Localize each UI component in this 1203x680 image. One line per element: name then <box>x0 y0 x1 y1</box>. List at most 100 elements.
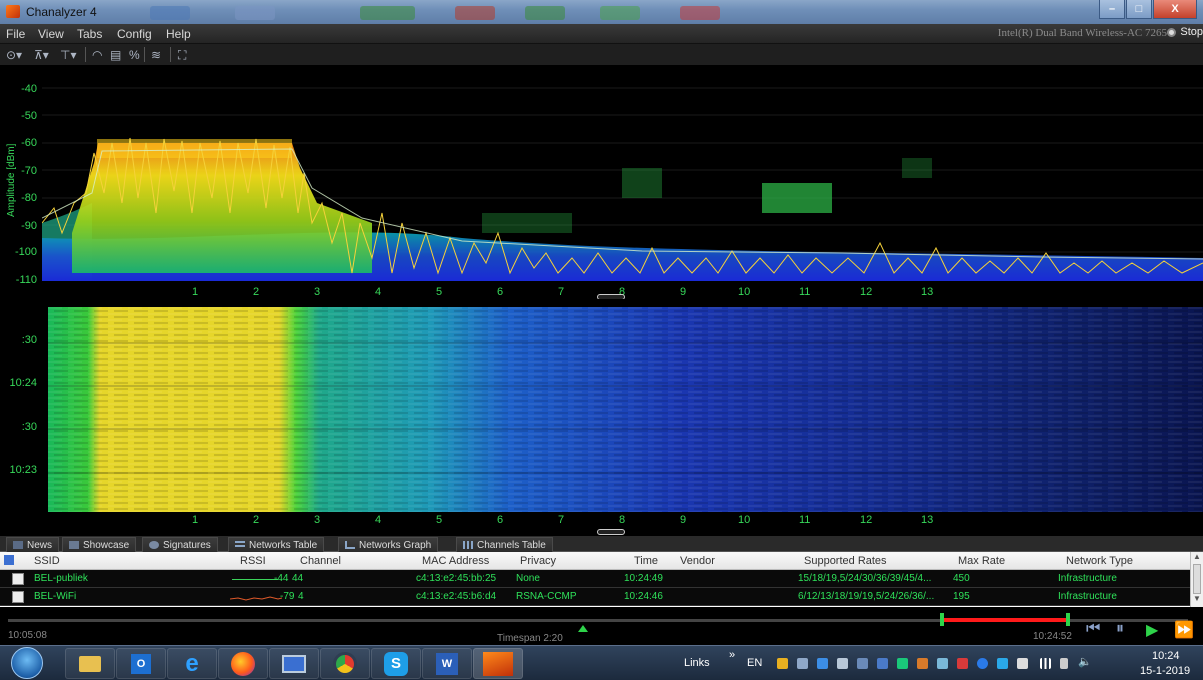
table-row[interactable]: BEL-publiek -44 44 c4:13:e2:45:bb:25 Non… <box>0 570 1190 588</box>
pane-splitter-handle[interactable] <box>597 529 625 535</box>
tray-app-icon[interactable] <box>877 658 888 669</box>
timespan-up-icon[interactable] <box>578 625 588 632</box>
taskbar-firefox[interactable] <box>218 648 268 679</box>
y-tick: -80 <box>21 192 37 204</box>
bluetooth-icon[interactable] <box>977 658 988 669</box>
skip-back-icon[interactable]: ⏮ <box>1086 620 1101 637</box>
channel-tick: 1 <box>192 286 199 298</box>
tray-app-icon[interactable] <box>917 658 928 669</box>
taskbar-remote-desktop[interactable] <box>269 648 319 679</box>
channel-tick: 8 <box>619 514 626 526</box>
cell-max-rate: 450 <box>953 573 970 584</box>
menu-help[interactable]: Help <box>166 27 191 41</box>
spectrum-plot <box>42 87 1203 281</box>
y-tick: -100 <box>14 246 37 258</box>
wifi-icon[interactable]: ≋ <box>151 48 162 62</box>
taskbar-word[interactable]: W <box>422 648 472 679</box>
language-indicator[interactable]: EN <box>747 657 763 669</box>
menu-tabs[interactable]: Tabs <box>77 27 103 41</box>
start-button[interactable] <box>11 647 43 679</box>
maximize-button[interactable]: □ <box>1126 0 1152 19</box>
tab-label: News <box>27 539 53 551</box>
select-all-icon[interactable] <box>4 555 14 565</box>
column-mac[interactable]: MAC Address <box>422 555 490 567</box>
tab-networks-table[interactable]: Networks Table <box>228 537 325 552</box>
timeline-selection[interactable] <box>943 618 1068 622</box>
tab-networks-graph[interactable]: Networks Graph <box>338 537 439 552</box>
timeline-start-handle[interactable] <box>940 613 944 626</box>
column-vendor[interactable]: Vendor <box>680 555 715 567</box>
menu-config[interactable]: Config <box>117 27 152 41</box>
gauge-icon[interactable]: ◠ <box>92 48 103 62</box>
table-row[interactable]: BEL-WiFi -79 4 c4:13:e2:45:b6:d4 RSNA-CC… <box>0 588 1190 606</box>
fullscreen-icon[interactable]: ⛶ <box>178 48 187 62</box>
waterfall-view[interactable]: :30 10:24 :30 10:23 <box>0 299 1203 535</box>
tray-app-icon[interactable] <box>837 658 848 669</box>
tab-news[interactable]: News <box>6 537 60 552</box>
cell-privacy: None <box>516 573 540 584</box>
taskbar-chrome[interactable] <box>320 648 370 679</box>
column-rssi[interactable]: RSSI <box>240 555 266 567</box>
timeline-end-handle[interactable] <box>1066 613 1070 626</box>
clock-dropdown-icon[interactable]: ⊙▾ <box>6 48 23 62</box>
timeline-navigator[interactable]: 10:05:08 10:24:52 Timespan 2:20 ⏮ ⏸ ▶ ⏩ <box>0 607 1203 645</box>
column-max-rate[interactable]: Max Rate <box>958 555 1006 567</box>
fast-forward-icon[interactable]: ⏩ <box>1174 622 1194 639</box>
remote-desktop-icon <box>282 654 306 673</box>
volume-icon[interactable]: 🔈 <box>1078 656 1092 668</box>
scroll-thumb[interactable] <box>1193 564 1201 594</box>
table-scrollbar[interactable]: ▲ ▼ <box>1190 552 1203 607</box>
tray-app-icon[interactable] <box>937 658 948 669</box>
stop-button[interactable]: Stop <box>1167 26 1203 38</box>
menu-bar: File View Tabs Config Help Intel(R) Dual… <box>0 24 1203 44</box>
signal-icon[interactable] <box>1040 658 1051 669</box>
shield-icon[interactable] <box>777 658 788 669</box>
scroll-down-icon[interactable]: ▼ <box>1193 594 1201 603</box>
menu-view[interactable]: View <box>38 27 64 41</box>
close-button[interactable]: X <box>1153 0 1197 19</box>
channel-tick: 6 <box>497 514 504 526</box>
taskbar-internet-explorer[interactable]: e <box>167 648 217 679</box>
column-supported-rates[interactable]: Supported Rates <box>804 555 887 567</box>
taskbar-outlook[interactable]: O <box>116 648 166 679</box>
column-channel[interactable]: Channel <box>300 555 341 567</box>
column-privacy[interactable]: Privacy <box>520 555 557 567</box>
play-icon[interactable]: ▶ <box>1146 622 1159 639</box>
clock-date[interactable]: 15-1-2019 <box>1140 665 1191 677</box>
row-checkbox[interactable] <box>12 591 24 603</box>
timeline-track[interactable] <box>8 619 1188 622</box>
filter-down-icon[interactable]: ⊼▾ <box>34 48 49 62</box>
row-checkbox[interactable] <box>12 573 24 585</box>
column-network-type[interactable]: Network Type <box>1066 555 1134 567</box>
action-center-icon[interactable] <box>1017 658 1028 669</box>
security-icon[interactable] <box>817 658 828 669</box>
tab-showcase[interactable]: Showcase <box>62 537 137 552</box>
column-ssid[interactable]: SSID <box>34 555 60 567</box>
toolbar-chevron-icon[interactable]: » <box>729 649 736 661</box>
chart-icon[interactable]: ▤ <box>110 48 122 62</box>
minimize-button[interactable]: – <box>1099 0 1125 19</box>
battery-icon[interactable] <box>1060 658 1068 669</box>
taskbar-chanalyzer[interactable] <box>473 648 523 679</box>
column-time[interactable]: Time <box>634 555 659 567</box>
menu-file[interactable]: File <box>6 27 26 41</box>
pause-icon[interactable]: ⏸ <box>1116 620 1125 637</box>
network-tray-icon[interactable] <box>797 658 808 669</box>
spectrum-density-graph[interactable]: -40 -50 -60 -70 -80 -90 -100 -110 Amplit… <box>0 67 1203 300</box>
cell-channel: 4 <box>298 591 304 602</box>
tray-app-icon[interactable] <box>897 658 908 669</box>
taskbar-file-explorer[interactable] <box>65 648 115 679</box>
scroll-up-icon[interactable]: ▲ <box>1193 552 1201 561</box>
tab-channels-table[interactable]: Channels Table <box>456 537 553 552</box>
cell-channel: 44 <box>292 573 304 584</box>
taskbar-skype[interactable]: S <box>371 648 421 679</box>
percent-icon[interactable]: % <box>129 48 140 62</box>
clock-time[interactable]: 10:24 <box>1152 650 1180 662</box>
tray-app-icon[interactable] <box>957 658 968 669</box>
tray-app-icon[interactable] <box>997 658 1008 669</box>
adapter-name[interactable]: Intel(R) Dual Band Wireless-AC 7265 <box>997 27 1167 39</box>
links-toolbar[interactable]: Links <box>684 657 710 669</box>
printer-icon[interactable] <box>857 658 868 669</box>
filter-up-icon[interactable]: ⊤▾ <box>60 48 77 62</box>
tab-signatures[interactable]: Signatures <box>142 537 218 552</box>
